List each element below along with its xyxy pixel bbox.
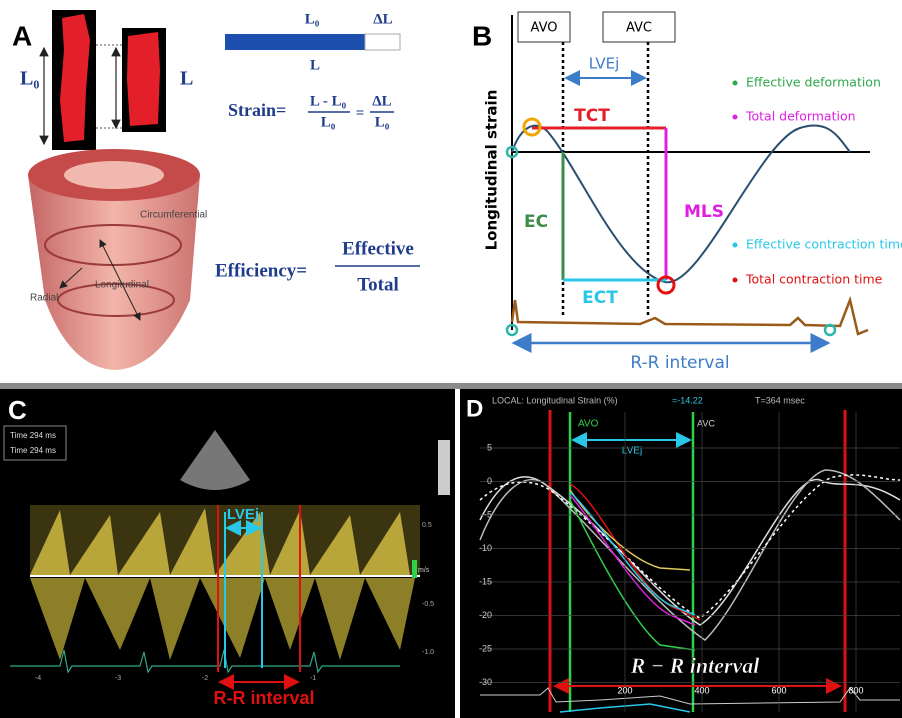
label: Longitudinal — [95, 280, 149, 291]
y-tick-label: -25 — [479, 643, 492, 653]
heart-lumen — [64, 161, 164, 189]
label: AVO — [578, 419, 599, 430]
bar-delta — [365, 34, 400, 50]
label: MLS — [684, 202, 724, 222]
formula: ΔL — [372, 93, 391, 109]
bar — [225, 34, 365, 50]
formula: L₀ — [321, 114, 336, 130]
label: L₀ — [20, 68, 39, 90]
y-tick-label: 5 — [487, 442, 492, 452]
formula: Effective — [342, 238, 414, 259]
label: AVC — [697, 418, 715, 428]
unit: m/s — [418, 567, 430, 574]
y-tick-label: -1.0 — [422, 649, 434, 656]
x-tick-label: -1 — [310, 675, 316, 682]
x-tick-label: -3 — [115, 675, 121, 682]
y-tick-label: -20 — [479, 610, 492, 620]
label: R − R interval — [630, 653, 761, 678]
x-tick-label: -2 — [202, 675, 208, 682]
y-tick-label: -5 — [484, 509, 492, 519]
legend-label: Effective contraction time — [746, 237, 902, 252]
label: AVO — [531, 21, 558, 36]
label: L — [310, 57, 320, 73]
legend-dot — [733, 278, 738, 283]
label: Time 294 ms — [10, 446, 56, 455]
marker — [412, 560, 417, 578]
panel-label: D — [466, 395, 483, 422]
y-tick-label: -10 — [479, 543, 492, 553]
heart-model — [28, 175, 200, 370]
label: TCT — [574, 106, 610, 126]
panel-d: D LOCAL: Longitudinal Strain (%) =-14.22… — [460, 389, 902, 718]
panel-label: C — [8, 395, 27, 425]
divider — [0, 383, 902, 389]
label: LVEj — [589, 55, 620, 73]
label: R-R interval — [630, 353, 729, 373]
label: L — [180, 68, 193, 90]
legend-label: Total contraction time — [745, 272, 883, 287]
legend-dot — [733, 243, 738, 248]
y-tick-label: -30 — [479, 677, 492, 687]
cell — [127, 32, 160, 126]
x-tick-label: -4 — [35, 675, 41, 682]
panel-c: C Time 294 ms Time 294 ms m/s LVEj R-R i… — [0, 389, 455, 718]
y-tick-label: -0.5 — [422, 601, 434, 608]
label: R-R interval — [213, 688, 314, 708]
figure: A L₀ L L₀ ΔL L Strain= L - L₀ L₀ = ΔL L₀… — [0, 0, 902, 718]
panel-a: A L₀ L L₀ ΔL L Strain= L - L₀ L₀ = ΔL L₀… — [12, 10, 420, 370]
label: L₀ — [305, 11, 320, 27]
formula: = — [356, 105, 365, 121]
panel-label: A — [12, 20, 32, 51]
header-value: =-14.22 — [672, 395, 703, 405]
header: LOCAL: Longitudinal Strain (%) — [492, 395, 618, 405]
panel-b: B AVO AVC Longitudinal strain LVEj TCT E… — [472, 12, 870, 373]
label: Time 294 ms — [10, 431, 56, 440]
panel-label: B — [472, 20, 492, 51]
formula: Efficiency= — [215, 260, 307, 281]
x-tick-label: 200 — [617, 685, 632, 695]
grey-scale — [438, 440, 450, 495]
ecg — [512, 300, 868, 334]
formula: Total — [357, 274, 399, 295]
formula: Strain= — [228, 100, 286, 120]
label: LVEj — [227, 506, 259, 523]
label: Circumferential — [140, 210, 207, 221]
axis-title: Longitudinal strain — [483, 90, 501, 251]
label: ΔL — [373, 11, 392, 27]
x-tick-label: 400 — [694, 685, 709, 695]
legend-label: Total deformation — [745, 109, 856, 124]
label: EC — [524, 212, 548, 232]
legend-dot — [733, 81, 738, 86]
y-tick-label: 0 — [487, 476, 492, 486]
y-tick-label: -15 — [479, 576, 492, 586]
label: ECT — [582, 288, 618, 308]
header: T=364 msec — [755, 395, 805, 405]
legend-dot — [733, 115, 738, 120]
formula: L - L₀ — [310, 93, 347, 109]
x-tick-label: 600 — [771, 685, 786, 695]
x-tick-label: 800 — [848, 685, 863, 695]
y-tick-label: 0.5 — [422, 522, 432, 529]
label: AVC — [626, 21, 652, 36]
label: Radial — [30, 293, 58, 304]
legend: Effective deformation Total deformation Ef… — [733, 75, 902, 287]
formula: L₀ — [375, 114, 390, 130]
legend-label: Effective deformation — [746, 75, 881, 90]
